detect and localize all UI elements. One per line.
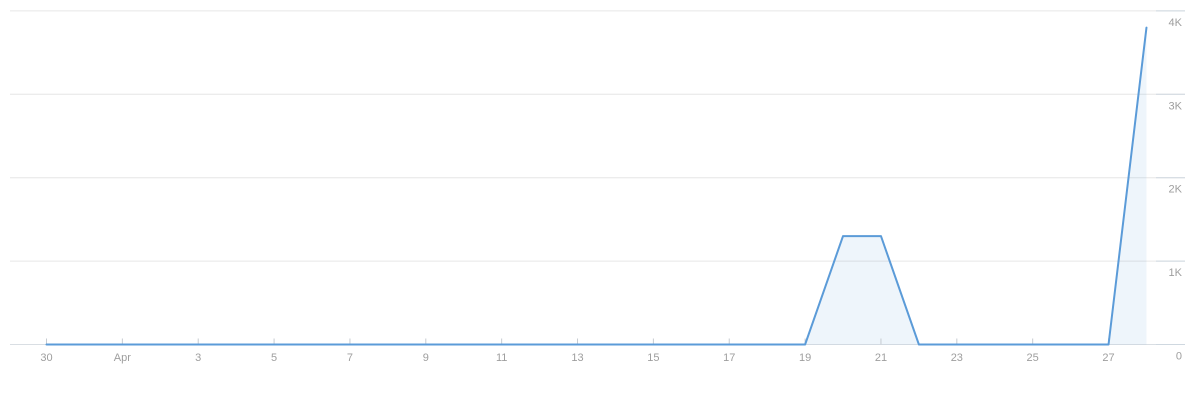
- x-axis-tick-label: Apr: [114, 352, 131, 364]
- series-area: [46, 27, 1147, 345]
- y-axis-tick-label: 4K: [1169, 17, 1183, 29]
- x-axis-tick-label: 17: [723, 352, 735, 364]
- x-axis-tick-label: 21: [875, 352, 887, 364]
- x-axis-tick-label: 27: [1102, 352, 1114, 364]
- x-axis-tick-label: 7: [347, 352, 353, 364]
- x-axis-tick-label: 30: [40, 352, 52, 364]
- series-line: [45, 26, 1148, 346]
- x-axis-tick-label: 3: [195, 352, 201, 364]
- x-axis-tick-label: 15: [647, 352, 659, 364]
- x-axis-tick-label: 19: [799, 352, 811, 364]
- y-axis-tick-label: 0: [1176, 351, 1182, 363]
- x-axis-tick-label: 9: [423, 352, 429, 364]
- x-axis-tick-label: 23: [951, 352, 963, 364]
- x-axis-tick-label: 25: [1027, 352, 1039, 364]
- x-axis-tick-label: 11: [496, 352, 507, 364]
- x-axis-tick-label: 13: [571, 352, 583, 364]
- y-axis-tick-label: 3K: [1169, 100, 1183, 112]
- y-axis-tick-label: 2K: [1169, 184, 1183, 196]
- y-axis-tick-label: 1K: [1169, 267, 1183, 279]
- x-axis-tick-label: 5: [271, 352, 277, 364]
